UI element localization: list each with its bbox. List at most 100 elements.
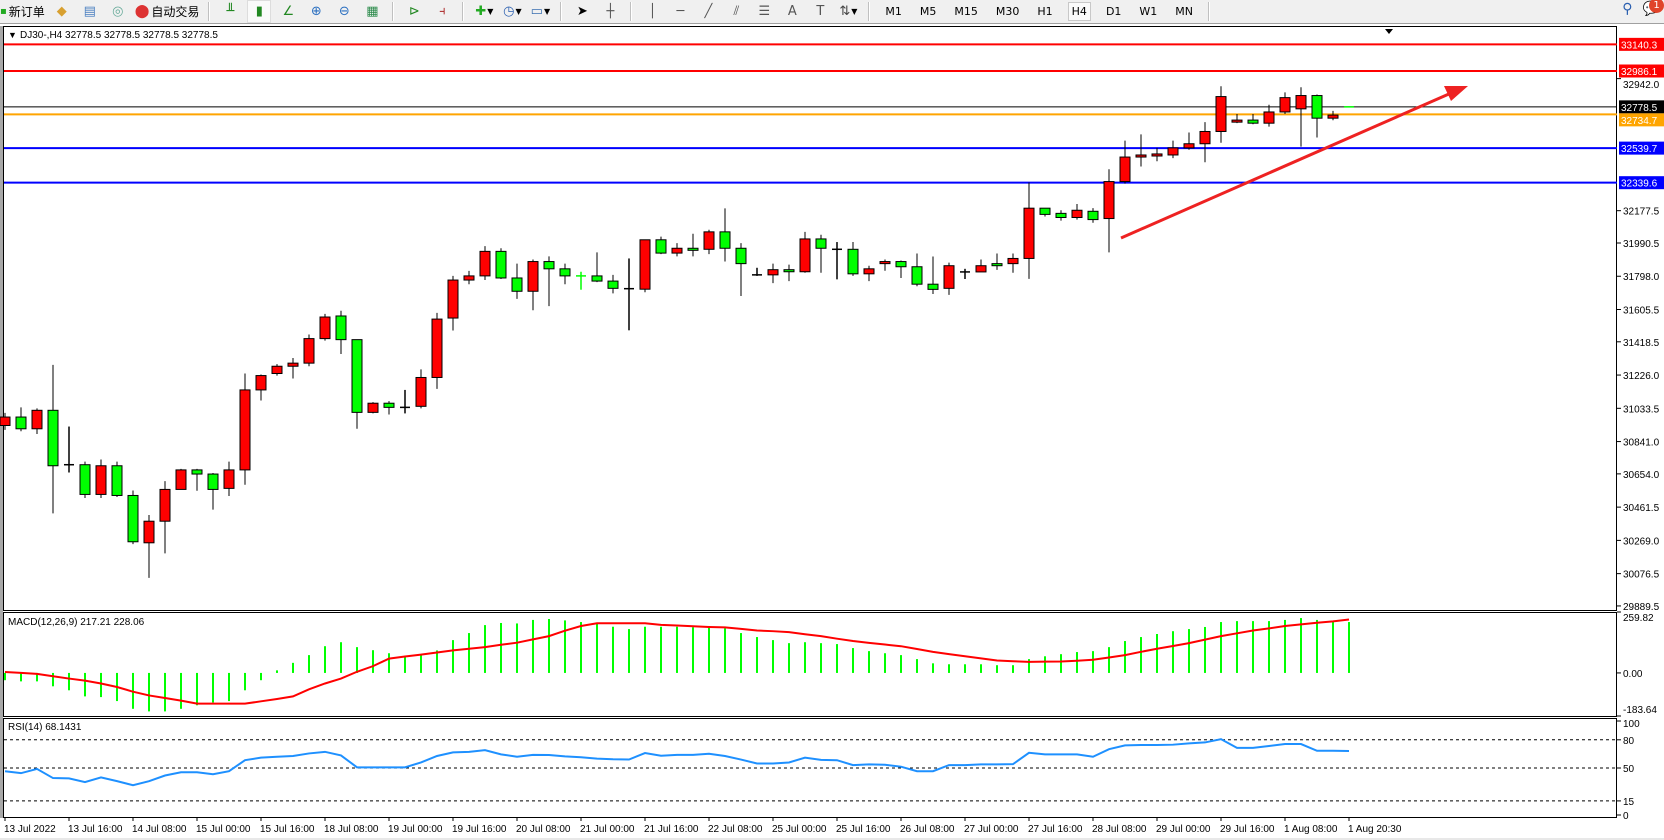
candlestick-button[interactable]: ▮ [247,0,272,23]
candle [1263,104,1275,127]
candle [1119,140,1131,184]
candle [1071,204,1083,220]
timeframe-mn-button[interactable]: MN [1175,5,1194,18]
candle-body-bull [223,469,235,489]
auto-scroll-button[interactable]: ⊳ [403,1,425,22]
chart-shift-button[interactable]: ⫞ [431,1,453,22]
vertical-line-button[interactable]: │ [641,1,663,22]
candle-body-bull [1103,181,1115,220]
candle-body-bull [143,520,155,544]
candle-body-bull [863,268,875,275]
zoom-in-button[interactable]: ⊕ [305,1,327,22]
candle [527,259,539,311]
timeframe-h4-button[interactable]: H4 [1067,2,1091,21]
line-chart-button[interactable]: ∠ [277,1,299,22]
candle-body-bear [79,464,91,495]
navigator-button[interactable]: ▤ [79,1,101,22]
market-watch-button[interactable]: ◆ [51,1,73,22]
candle-body-bear [607,280,619,289]
price-tick-label: 30269.0 [1623,536,1660,547]
candle-body-bull [463,275,475,281]
candle-body-bull [447,279,459,319]
templates-button[interactable]: ▭ ▼ [529,1,551,22]
candle [607,274,619,294]
zoom-out-button[interactable]: ⊖ [333,1,355,22]
indicators-icon: ✚ [475,4,487,19]
price-tick-label: 32177.5 [1623,207,1660,218]
time-axis-label: 21 Jul 16:00 [644,824,699,835]
crosshair-button[interactable]: ┼ [599,1,621,22]
candle [303,334,315,367]
candle-body-bear [351,339,363,413]
chat-icon[interactable]: 💬1 [1643,0,1664,17]
rsi-tick-label: 50 [1623,764,1635,775]
candle [767,263,779,284]
candle [783,264,795,282]
candle-body-bull [255,375,267,391]
collapse-triangle-icon[interactable]: ▼ [8,30,17,40]
periods-button[interactable]: ◷ ▼ [501,1,523,22]
indicators-button[interactable]: ✚ ▼ [473,1,495,22]
candle-body-bear [1247,119,1259,124]
trend-arrow-line[interactable] [1120,88,1459,240]
separator [208,2,211,21]
dropdown-arrow-icon: ▼ [851,7,858,16]
auto-trading-button[interactable]: ⬤ 自动交易 [135,1,200,22]
timeframe-m5-button[interactable]: M5 [919,5,937,18]
candle [991,253,1003,270]
timeframe-d1-button[interactable]: D1 [1105,5,1122,18]
candle [1023,182,1035,279]
chart-shift-icon: ⫞ [439,4,446,19]
candle [735,243,747,296]
tile-windows-button[interactable]: ▦ [361,1,383,22]
timeframe-m30-button[interactable]: M30 [995,5,1020,18]
horizontal-line-icon: ─ [676,4,685,19]
signals-button[interactable]: ◎ [107,1,129,22]
candle-body-bull [1279,97,1291,113]
rsi-line [4,738,1350,787]
notification-badge: 1 [1649,0,1664,13]
search-icon[interactable]: ⚲ [1622,1,1633,17]
candle [111,461,123,498]
trend-arrow[interactable] [1120,86,1468,240]
text-button[interactable]: A [781,1,803,22]
cursor-button[interactable]: ➤ [571,1,593,22]
separator [630,2,633,21]
candle [191,468,203,491]
text-label-button[interactable]: T [809,1,831,22]
candlestick-icon: ▮ [255,4,263,19]
candle [447,275,459,331]
equidistant-channel-button[interactable]: ⫽ [725,1,747,22]
candle-body-bear [911,266,923,285]
timeframe-m15-button[interactable]: M15 [954,5,978,18]
timeframe-w1-button[interactable]: W1 [1139,5,1158,18]
candle-body-bull [479,250,491,277]
separator [392,2,395,21]
price-tick-label: 31033.5 [1623,404,1660,415]
text-label-icon: T [816,4,825,19]
candle [431,312,443,389]
bar-chart-button[interactable]: ╨ [219,1,241,22]
horizontal-line-button[interactable]: ─ [669,1,691,22]
auto-trading-icon: ⬤ [134,4,150,19]
candle-body-bear [511,277,523,292]
level-price-label-box [1619,64,1664,78]
candle [47,364,59,514]
trendline-button[interactable]: ╱ [697,1,719,22]
shapes-button[interactable]: ⇅ ▼ [837,1,859,22]
timeframe-h1-button[interactable]: H1 [1037,5,1053,18]
candle-body-bull [159,488,171,522]
separator [868,2,871,21]
timeframe-m1-button[interactable]: M1 [885,5,902,18]
fibonacci-button[interactable]: ☰ [753,1,775,22]
chart-shift-marker-icon[interactable] [1385,29,1393,34]
new-order-button[interactable]: ▪ 新订单 [0,1,45,22]
candle-body-bull [1263,111,1275,124]
chart-background [0,23,1664,840]
candle-body-bull [943,265,955,289]
candle [543,256,555,307]
candle-body-bull [1199,130,1211,145]
bid-price-label-box [1619,100,1664,114]
level-price-label: 32986.1 [1621,67,1658,78]
